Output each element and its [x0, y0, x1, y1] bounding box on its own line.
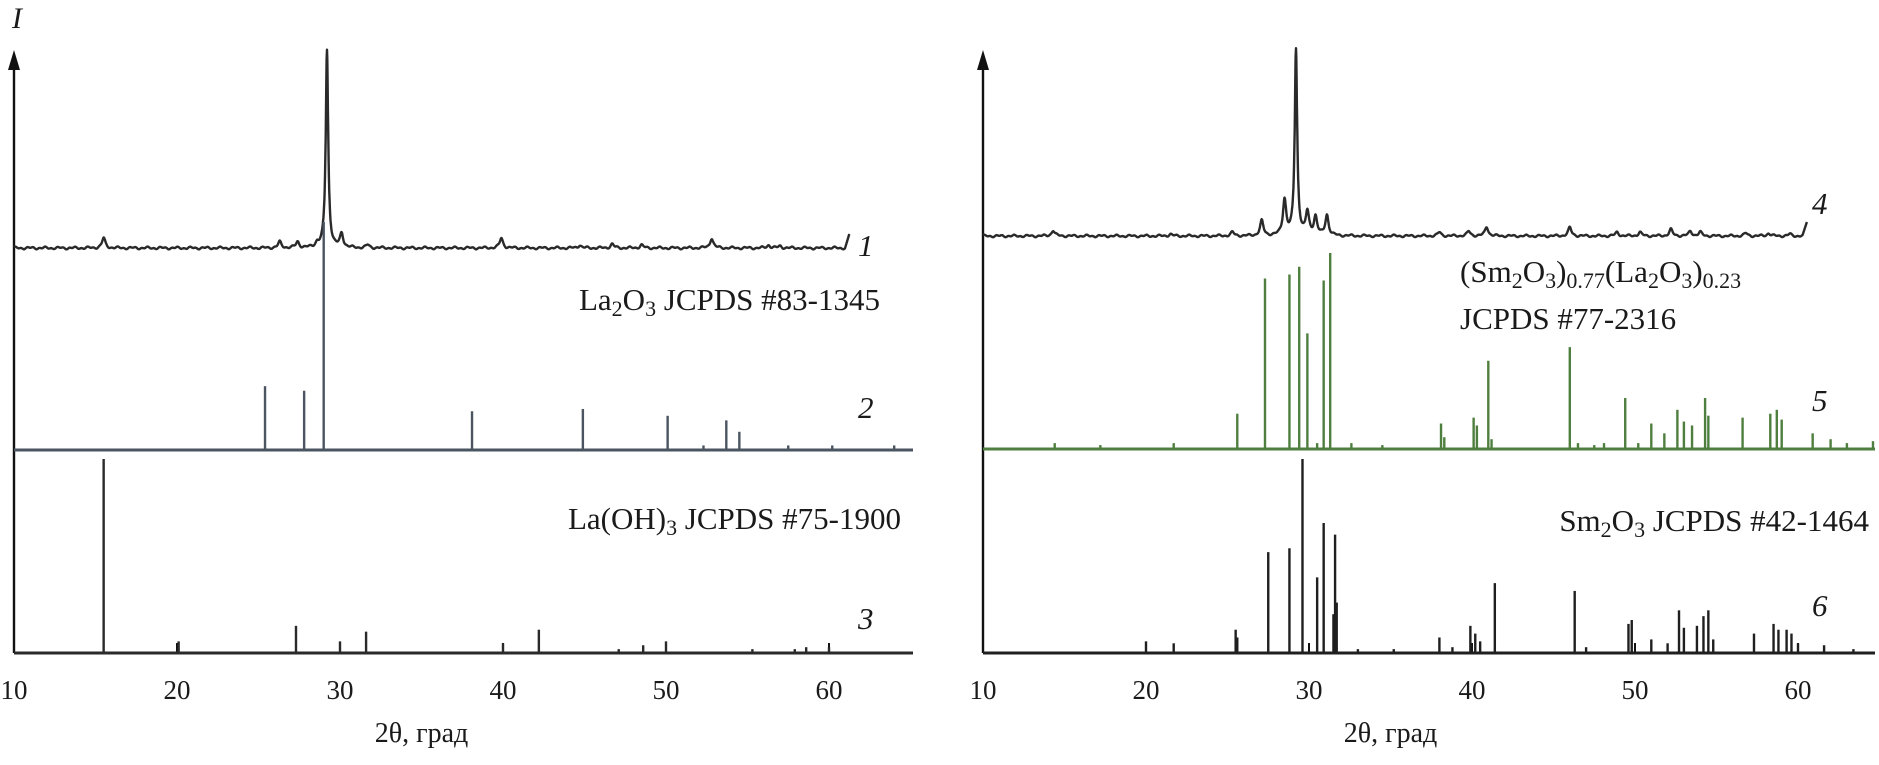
- label-subscript: 2: [611, 296, 623, 321]
- curve-number: 1: [858, 228, 874, 263]
- y-axis-arrow: [8, 50, 20, 70]
- pattern-1: [13, 48, 851, 251]
- x-tick-label: 40: [1458, 675, 1486, 705]
- x-tick-label: 50: [1621, 675, 1649, 705]
- curve-number: 4: [1812, 186, 1828, 221]
- label-subscript: 3: [666, 515, 678, 540]
- label-subscript: 3: [1681, 268, 1693, 293]
- label-subscript: 3: [645, 296, 657, 321]
- pattern-2: [14, 222, 913, 452]
- diffraction-profile: [13, 48, 851, 251]
- pattern-label: La(OH)3 JCPDS #75-1900: [567, 501, 901, 539]
- curve-number: 6: [1812, 588, 1828, 623]
- label-text: JCPDS #42-1464: [1645, 503, 1869, 538]
- label-text: ): [1556, 254, 1567, 289]
- y-axis-arrow: [977, 50, 989, 70]
- pattern-label: (Sm2O3)0.77(La2O3)0.23: [1460, 254, 1741, 292]
- x-axis-label: 2θ, град: [1343, 718, 1438, 749]
- curve-number: 5: [1812, 383, 1828, 418]
- pattern-3: [14, 459, 913, 655]
- x-tick-label: 10: [969, 675, 997, 705]
- curve-number: 3: [858, 601, 874, 636]
- label-text: (Sm: [1460, 254, 1512, 289]
- x-tick-label: 40: [489, 675, 517, 705]
- x-tick-label: 60: [1784, 675, 1812, 705]
- label-subscript: 2: [1600, 517, 1612, 542]
- label-subscript: 2: [1647, 268, 1659, 293]
- label-subscript: 0.77: [1566, 268, 1605, 293]
- curve-number: 2: [858, 390, 874, 425]
- x-tick-label: 30: [326, 675, 354, 705]
- label-text: JCPDS #75-1900: [677, 501, 901, 536]
- pattern-6: [983, 459, 1875, 655]
- label-subscript: 2: [1511, 268, 1523, 293]
- label-subscript: 3: [1545, 268, 1557, 293]
- label-text: La(OH): [567, 501, 667, 536]
- x-axis-label: 2θ, град: [374, 718, 469, 749]
- panel-right: [977, 47, 1875, 655]
- x-tick-label: 50: [652, 675, 680, 705]
- diffraction-profile: [982, 47, 1809, 239]
- label-subscript: 0.23: [1702, 268, 1742, 293]
- pattern-label: La2O3 JCPDS #83-1345: [578, 282, 880, 320]
- label-subscript: 3: [1634, 517, 1646, 542]
- x-tick-label: 10: [0, 675, 28, 705]
- label-text: (La: [1604, 254, 1648, 289]
- pattern-4: [982, 47, 1809, 239]
- label-text: O: [1522, 254, 1546, 289]
- x-tick-label: 20: [1132, 675, 1160, 705]
- pattern-5: [983, 253, 1875, 451]
- label-text: O: [1658, 254, 1682, 289]
- x-tick-label: 30: [1295, 675, 1323, 705]
- label-text: La: [578, 282, 612, 317]
- x-tick-label: 60: [815, 675, 843, 705]
- pattern-label-line2: JCPDS #77-2316: [1460, 301, 1677, 336]
- label-text: ): [1692, 254, 1703, 289]
- label-text: O: [1611, 503, 1635, 538]
- label-text: O: [622, 282, 646, 317]
- y-axis-label: I: [12, 2, 22, 35]
- pattern-label: Sm2O3 JCPDS #42-1464: [1559, 503, 1869, 541]
- label-text: JCPDS #83-1345: [656, 282, 880, 317]
- panel-left: [8, 48, 913, 655]
- x-tick-label: 20: [163, 675, 191, 705]
- label-text: Sm: [1559, 503, 1601, 538]
